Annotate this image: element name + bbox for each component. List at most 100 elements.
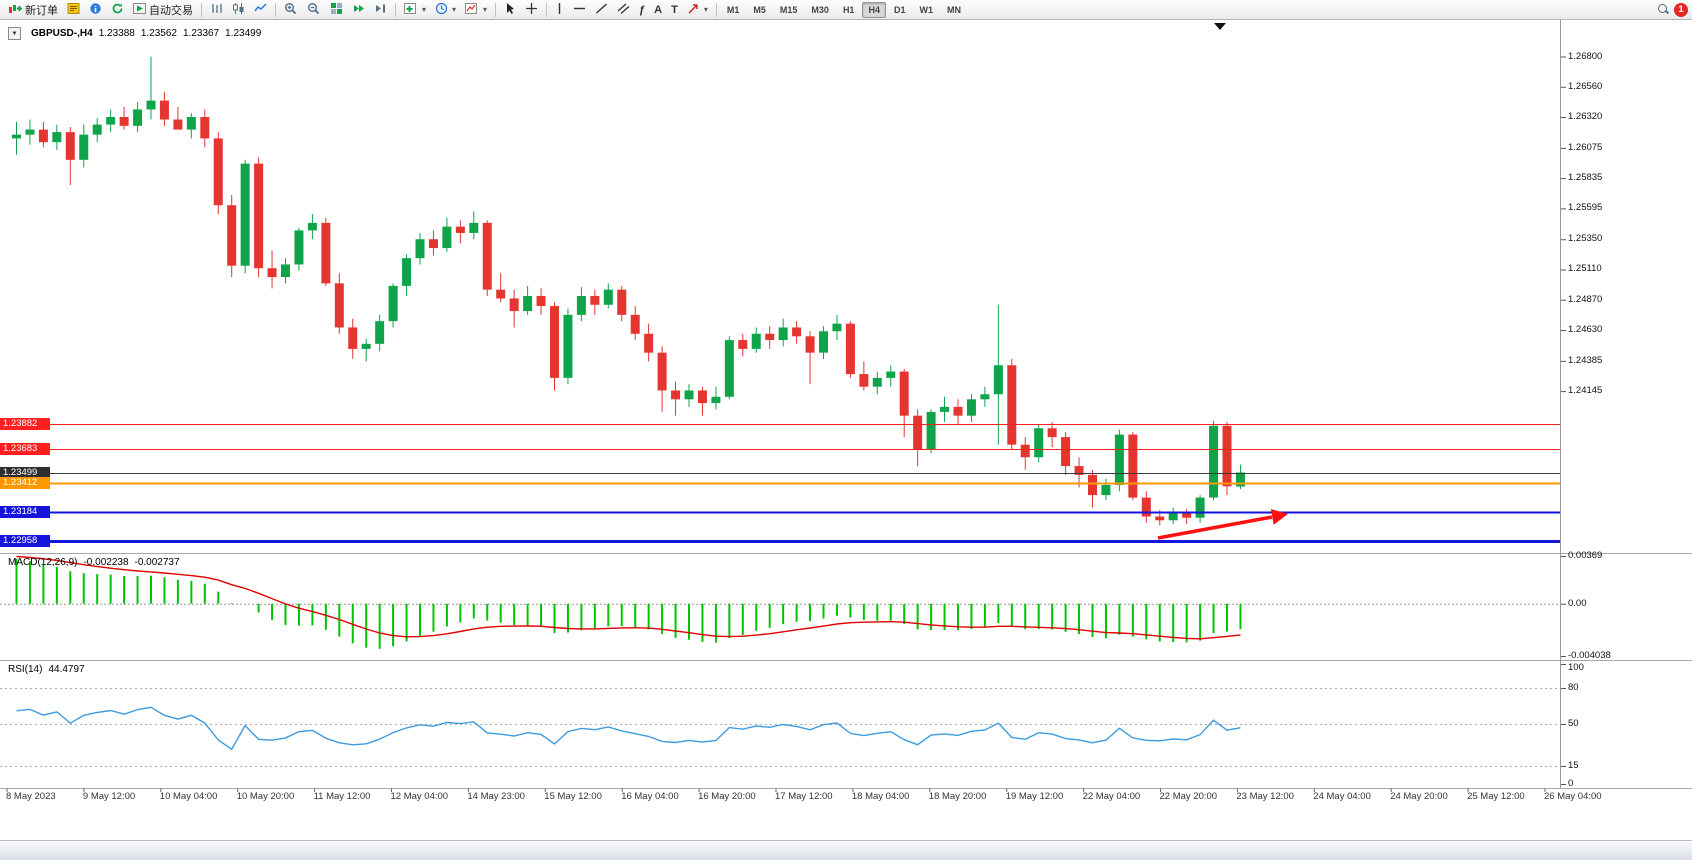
zoom-out-icon [307,2,321,18]
time-axis-label: 10 May 04:00 [159,791,218,802]
timeframe-button-m15[interactable]: M15 [774,2,804,18]
time-axis-label: 22 May 04:00 [1082,791,1141,802]
timeframe-button-w1[interactable]: W1 [913,2,939,18]
horizontal-line-tool-button[interactable] [569,1,590,18]
main-chart-panel[interactable] [0,20,1560,553]
periods-button[interactable]: ▾ [431,1,460,18]
tile-windows-icon [330,2,343,18]
price-tick: 1.26800 [1568,50,1603,62]
text-tool-button[interactable]: A [650,1,666,18]
time-axis-label: 24 May 04:00 [1313,791,1371,802]
templates-button[interactable]: ▾ [461,1,491,18]
arrows-tool-button[interactable]: ▾ [683,1,712,18]
candlestick-chart-icon [232,2,245,18]
new-order-button[interactable]: 新订单 [4,1,62,18]
rsi-axis-label: 100 [1568,662,1584,673]
rsi-axis-label: 50 [1568,718,1579,729]
price-tick: 1.25835 [1568,172,1603,184]
new-order-label: 新订单 [25,4,58,17]
time-axis-label: 15 May 12:00 [544,791,602,802]
auto-trading-label: 自动交易 [149,4,193,17]
clock-icon [435,2,448,18]
crosshair-icon [525,2,538,18]
data-window-icon [89,2,102,18]
cursor-icon [504,2,516,18]
macd-axis-label: 0.00369 [1568,550,1603,561]
macd-panel[interactable] [0,553,1560,660]
auto-scroll-button[interactable] [348,1,369,18]
line-chart-button[interactable] [250,1,271,18]
templates-icon [465,2,479,18]
chart-shift-icon [374,2,387,18]
time-axis-label: 8 May 2023 [6,791,56,802]
time-axis-label: 17 May 12:00 [775,791,833,802]
price-tick: 1.24630 [1568,323,1603,335]
auto-trading-button[interactable]: 自动交易 [129,1,197,18]
search-button[interactable] [1654,1,1673,18]
new-order-icon [8,2,22,18]
time-axis-label: 16 May 20:00 [698,791,756,802]
crosshair-button[interactable] [521,1,542,18]
toolbar: 新订单 自动交易 [0,0,1692,20]
cursor-button[interactable] [500,1,520,18]
time-axis-label: 12 May 04:00 [390,791,449,802]
data-window-button[interactable] [85,1,106,18]
chevron-down-icon: ▾ [422,5,427,14]
timeframe-button-m1[interactable]: M1 [721,2,746,18]
time-axis-label: 10 May 20:00 [236,791,295,802]
notification-badge[interactable]: 1 [1674,2,1688,17]
chart-shift-button[interactable] [370,1,391,18]
macd-axis-label: 0.00 [1568,597,1587,609]
time-axis-label: 9 May 12:00 [82,791,136,802]
text-label-icon: T [671,3,678,16]
refresh-icon [111,2,124,18]
timeframe-button-d1[interactable]: D1 [888,2,912,18]
rsi-axis-label: 80 [1568,682,1579,693]
bar-chart-button[interactable] [206,1,227,18]
time-axis-label: 14 May 23:00 [467,791,525,802]
trendline-tool-button[interactable] [591,1,612,18]
vertical-line-tool-button[interactable] [551,1,568,18]
metaeditor-icon [67,2,80,18]
timeframe-button-m30[interactable]: M30 [805,2,835,18]
rsi-axis-label: 0 [1568,778,1574,789]
text-label-tool-button[interactable]: T [667,1,682,18]
channel-icon [617,2,630,18]
refresh-button[interactable] [107,1,128,18]
rsi-panel[interactable] [0,660,1560,788]
time-axis-label: 24 May 20:00 [1390,791,1448,802]
price-tick: 1.24145 [1568,385,1603,397]
toolbar-separator [395,2,396,17]
time-axis-label: 22 May 20:00 [1159,791,1218,802]
timeframe-button-mn[interactable]: MN [941,2,967,18]
macd-axis-label: -0.004038 [1568,650,1611,661]
toolbar-separator [201,2,202,17]
zoom-out-button[interactable] [303,1,325,18]
zoom-in-icon [284,2,298,18]
toolbar-separator [495,2,497,17]
candlestick-chart-button[interactable] [228,1,249,18]
timeframe-button-h4[interactable]: H4 [862,1,886,18]
fibonacci-icon: ƒ [639,3,646,16]
price-tick: 1.25110 [1568,263,1602,275]
time-axis-label: 26 May 04:00 [1544,791,1602,802]
indicators-button[interactable]: ▾ [400,1,430,18]
trendline-icon [595,2,608,18]
price-tick: 1.26075 [1568,141,1603,153]
metaeditor-button[interactable] [63,1,84,18]
price-tick: 1.25595 [1568,202,1603,214]
chevron-down-icon: ▾ [703,5,708,14]
price-tick: 1.26560 [1568,80,1603,92]
zoom-in-button[interactable] [280,1,302,18]
auto-trading-icon [133,2,146,18]
timeframe-button-h1[interactable]: H1 [837,2,861,18]
rsi-axis-label: 15 [1568,760,1579,771]
channel-tool-button[interactable] [613,1,634,18]
vertical-line-icon [555,2,564,18]
time-axis-label: 18 May 04:00 [851,791,910,802]
timeframe-button-m5[interactable]: M5 [747,2,772,18]
fibonacci-tool-button[interactable]: ƒ [635,1,649,18]
time-axis-label: 25 May 12:00 [1467,791,1525,802]
horizontal-line-icon [573,2,586,18]
tile-windows-button[interactable] [326,1,347,18]
